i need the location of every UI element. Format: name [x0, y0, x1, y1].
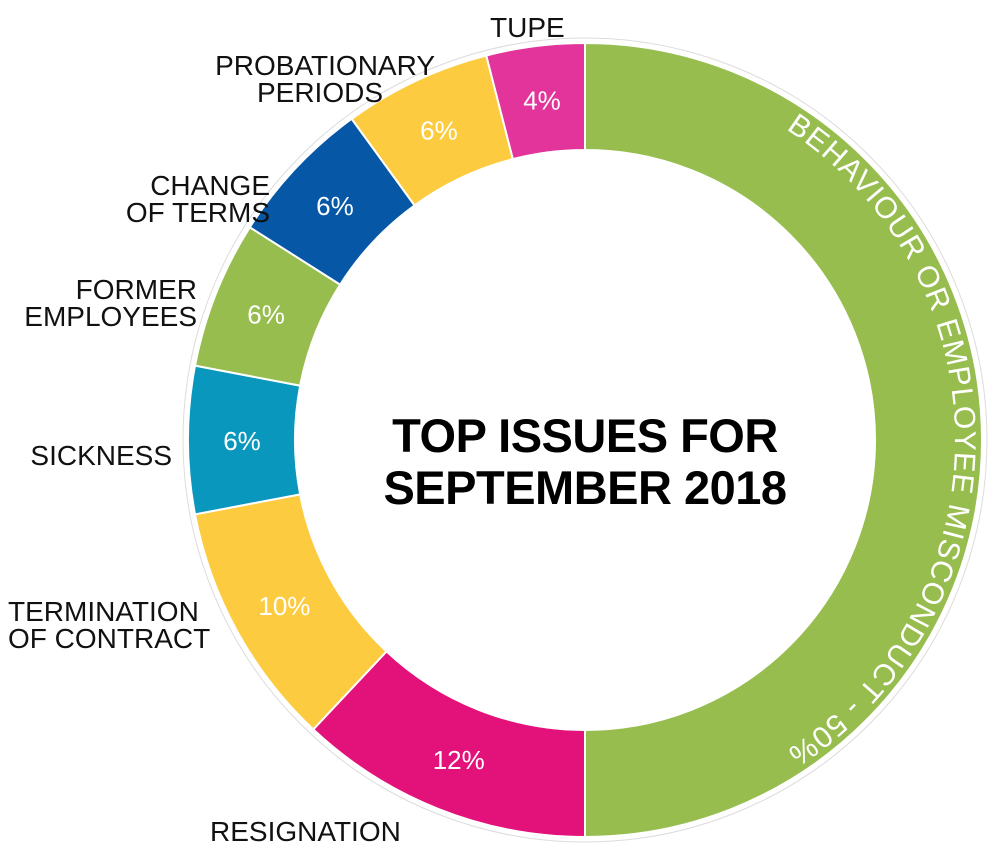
slice-value-resignation: 12% [433, 745, 485, 775]
chart-title: TOP ISSUES FOR SEPTEMBER 2018 [330, 410, 840, 514]
category-label-line: RESIGNATION [210, 816, 401, 847]
chart-title-line-2: SEPTEMBER 2018 [383, 461, 787, 514]
donut-slice-behaviour [584, 41, 983, 839]
slice-value-tupe: 4% [523, 86, 561, 116]
slice-value-labels: 12% 10% 6% 6% 6% 6% 4% [223, 86, 561, 775]
category-label-line: SICKNESS [30, 440, 172, 471]
donut-outer-ring [182, 37, 988, 843]
category-label-resignation: RESIGNATION [210, 816, 401, 847]
slice-value-former: 6% [247, 300, 285, 330]
category-label-sickness: SICKNESS [30, 440, 172, 471]
category-label-probationary: PROBATIONARY PERIODS [215, 50, 435, 108]
slice-value-sickness: 6% [223, 426, 261, 456]
donut-slice-tupe [485, 41, 586, 161]
category-label-line: EMPLOYEES [24, 301, 197, 332]
category-label-line: TUPE [490, 12, 565, 43]
category-label-line: FORMER [75, 274, 197, 305]
chart-title-line-1: TOP ISSUES FOR [392, 409, 778, 462]
slice-value-change: 6% [316, 191, 354, 221]
category-label-change-of-terms: CHANGE OF TERMS [125, 170, 270, 228]
category-label-line: TERMINATION [8, 596, 199, 627]
category-label-former-employees: FORMER EMPLOYEES [24, 274, 197, 332]
slice-value-termination: 10% [258, 591, 310, 621]
category-label-line: OF CONTRACT [8, 623, 211, 654]
category-label-tupe: TUPE [490, 12, 565, 43]
category-label-termination: TERMINATION OF CONTRACT [8, 596, 211, 654]
donut-slices [182, 37, 988, 843]
category-label-line: PERIODS [256, 77, 383, 108]
category-label-line: OF TERMS [125, 197, 270, 228]
category-label-line: PROBATIONARY [215, 50, 435, 81]
category-label-line: CHANGE [150, 170, 270, 201]
slice-value-probationary: 6% [420, 116, 458, 146]
